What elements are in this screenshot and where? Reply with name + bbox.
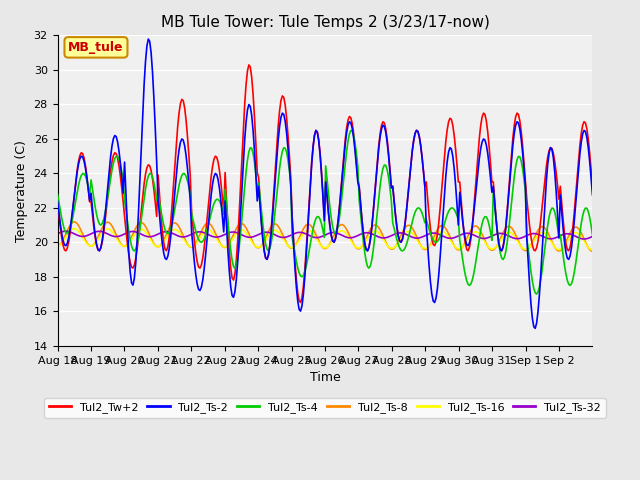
Y-axis label: Temperature (C): Temperature (C) <box>15 140 28 241</box>
Legend: Tul2_Tw+2, Tul2_Ts-2, Tul2_Ts-4, Tul2_Ts-8, Tul2_Ts-16, Tul2_Ts-32: Tul2_Tw+2, Tul2_Ts-2, Tul2_Ts-4, Tul2_Ts… <box>44 398 605 418</box>
X-axis label: Time: Time <box>310 371 340 384</box>
Text: MB_tule: MB_tule <box>68 41 124 54</box>
Title: MB Tule Tower: Tule Temps 2 (3/23/17-now): MB Tule Tower: Tule Temps 2 (3/23/17-now… <box>161 15 490 30</box>
